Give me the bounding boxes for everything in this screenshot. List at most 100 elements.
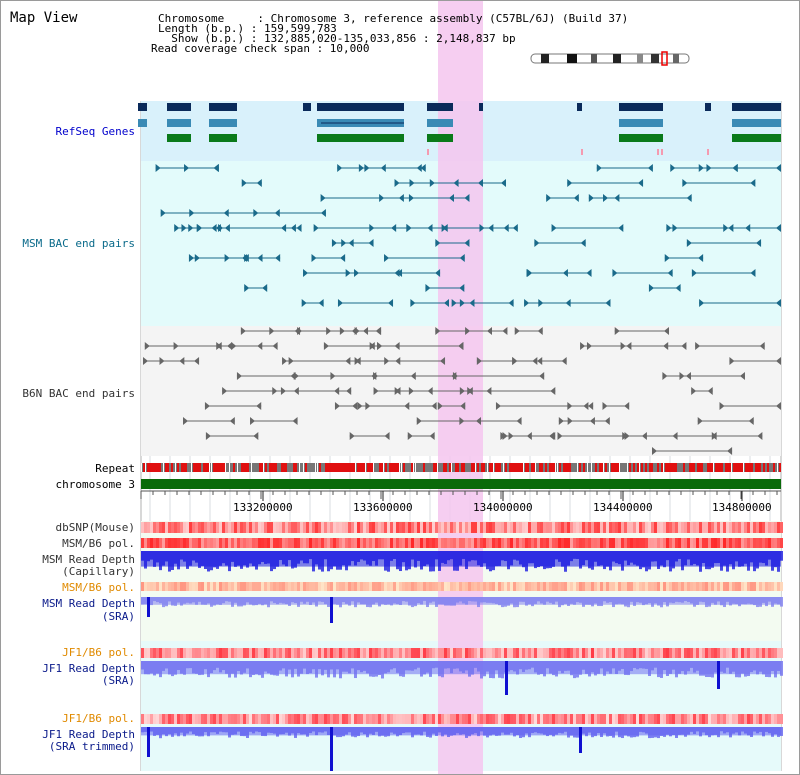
heat-cell — [378, 582, 381, 591]
repeat-element — [199, 463, 201, 472]
depth-bar — [297, 727, 300, 734]
heat-cell — [408, 714, 411, 724]
heat-cell — [651, 648, 654, 658]
repeat-gap — [141, 463, 142, 472]
depth-bar — [684, 661, 687, 675]
chromosome-ideogram[interactable] — [530, 51, 690, 66]
depth-bar — [147, 661, 150, 675]
heat-cell — [597, 648, 600, 658]
b6n-bac-pair-end — [583, 402, 589, 410]
heat-cell — [336, 648, 339, 658]
heat-cell — [264, 714, 267, 724]
depth-bar — [711, 597, 714, 603]
gene-marker — [581, 149, 583, 155]
heat-cell — [522, 538, 525, 548]
refseq-genes-label[interactable]: RefSeq Genes — [55, 125, 135, 138]
depth-bar — [549, 661, 552, 674]
heat-cell — [636, 714, 639, 724]
msm-bac-pair-end — [672, 224, 678, 232]
depth-bar — [339, 727, 342, 738]
dbsnp-label[interactable]: dbSNP(Mouse) — [55, 521, 135, 534]
heat-cell — [540, 582, 543, 591]
depth-bar — [339, 661, 342, 679]
heat-cell — [498, 538, 501, 548]
depth-bar — [252, 661, 255, 676]
repeat-element — [737, 463, 739, 472]
depth-bar — [381, 727, 384, 736]
depth-bar — [690, 661, 693, 668]
repeat-element — [185, 463, 187, 472]
repeat-element — [215, 463, 217, 472]
depth-bar — [267, 727, 270, 733]
heat-cell — [333, 538, 336, 548]
depth-bar — [657, 597, 660, 606]
msm-depth-sra-label[interactable]: MSM Read Depth — [42, 597, 135, 610]
gene-exon — [427, 134, 453, 142]
depth-bar — [537, 727, 540, 734]
msm-bac-pair-end — [188, 224, 194, 232]
heat-cell — [498, 582, 501, 591]
b6n-bac-label[interactable]: B6N BAC end pairs — [22, 387, 135, 400]
repeat-element — [343, 463, 345, 472]
jf1-depth-sra-sublabel: (SRA) — [101, 674, 135, 687]
heat-cell — [423, 648, 426, 658]
b6n-bac-pair-end — [222, 387, 228, 395]
repeat-element — [579, 463, 581, 472]
heat-cell — [255, 648, 258, 658]
jf1-depth-sra-label[interactable]: JF1 Read Depth — [42, 662, 135, 675]
depth-bar — [522, 551, 525, 568]
depth-bar — [690, 727, 693, 732]
repeat-element — [457, 463, 459, 472]
heat-cell — [369, 582, 372, 591]
gene-exon — [577, 103, 582, 111]
heat-cell — [372, 714, 375, 724]
heat-cell — [660, 538, 663, 548]
msm-depth-capillary-label[interactable]: MSM Read Depth — [42, 553, 135, 566]
depth-bar — [768, 727, 771, 734]
depth-bar — [423, 551, 426, 566]
heat-cell — [372, 538, 375, 548]
heat-cell — [582, 714, 585, 724]
heat-cell — [432, 522, 435, 533]
heat-cell — [723, 648, 726, 658]
depth-bar — [609, 727, 612, 737]
depth-bar — [273, 597, 276, 603]
heat-cell — [684, 582, 687, 591]
depth-bar — [393, 597, 396, 604]
heat-cell — [333, 648, 336, 658]
msm-b6-pol-label-1[interactable]: MSM/B6 pol. — [62, 537, 135, 550]
b6n-bac-pair-end — [229, 417, 235, 425]
b6n-bac-pair-end — [183, 417, 189, 425]
depth-bar — [474, 551, 477, 561]
depth-bar — [549, 597, 552, 603]
heat-cell — [444, 648, 447, 658]
heat-cell — [495, 582, 498, 591]
heat-cell — [738, 582, 741, 591]
heat-cell — [732, 714, 735, 724]
jf1-b6-pol-label-1[interactable]: JF1/B6 pol. — [62, 646, 135, 659]
axis-tick-label: 134400000 — [593, 501, 653, 514]
msm-bac-label[interactable]: MSM BAC end pairs — [22, 237, 135, 250]
depth-spike — [505, 661, 508, 695]
heat-cell — [450, 582, 453, 591]
depth-bar — [513, 597, 516, 608]
depth-bar — [264, 597, 267, 605]
msm-b6-pol-label-2[interactable]: MSM/B6 pol. — [62, 581, 135, 594]
repeat-element — [443, 463, 445, 472]
depth-bar — [174, 727, 177, 734]
heat-cell — [216, 648, 219, 658]
heat-cell — [270, 582, 273, 591]
repeat-gap — [437, 463, 438, 472]
heat-cell — [540, 538, 543, 548]
axis-tick-label: 134000000 — [473, 501, 533, 514]
depth-bar — [249, 727, 252, 732]
depth-bar — [633, 551, 636, 565]
repeat-element — [393, 463, 395, 472]
depth-bar — [486, 551, 489, 570]
heat-cell — [711, 522, 714, 533]
jf1-depth-trimmed-label[interactable]: JF1 Read Depth — [42, 728, 135, 741]
heat-cell — [351, 582, 354, 591]
jf1-b6-pol-label-2[interactable]: JF1/B6 pol. — [62, 712, 135, 725]
msm-bac-pair-end — [311, 254, 317, 262]
